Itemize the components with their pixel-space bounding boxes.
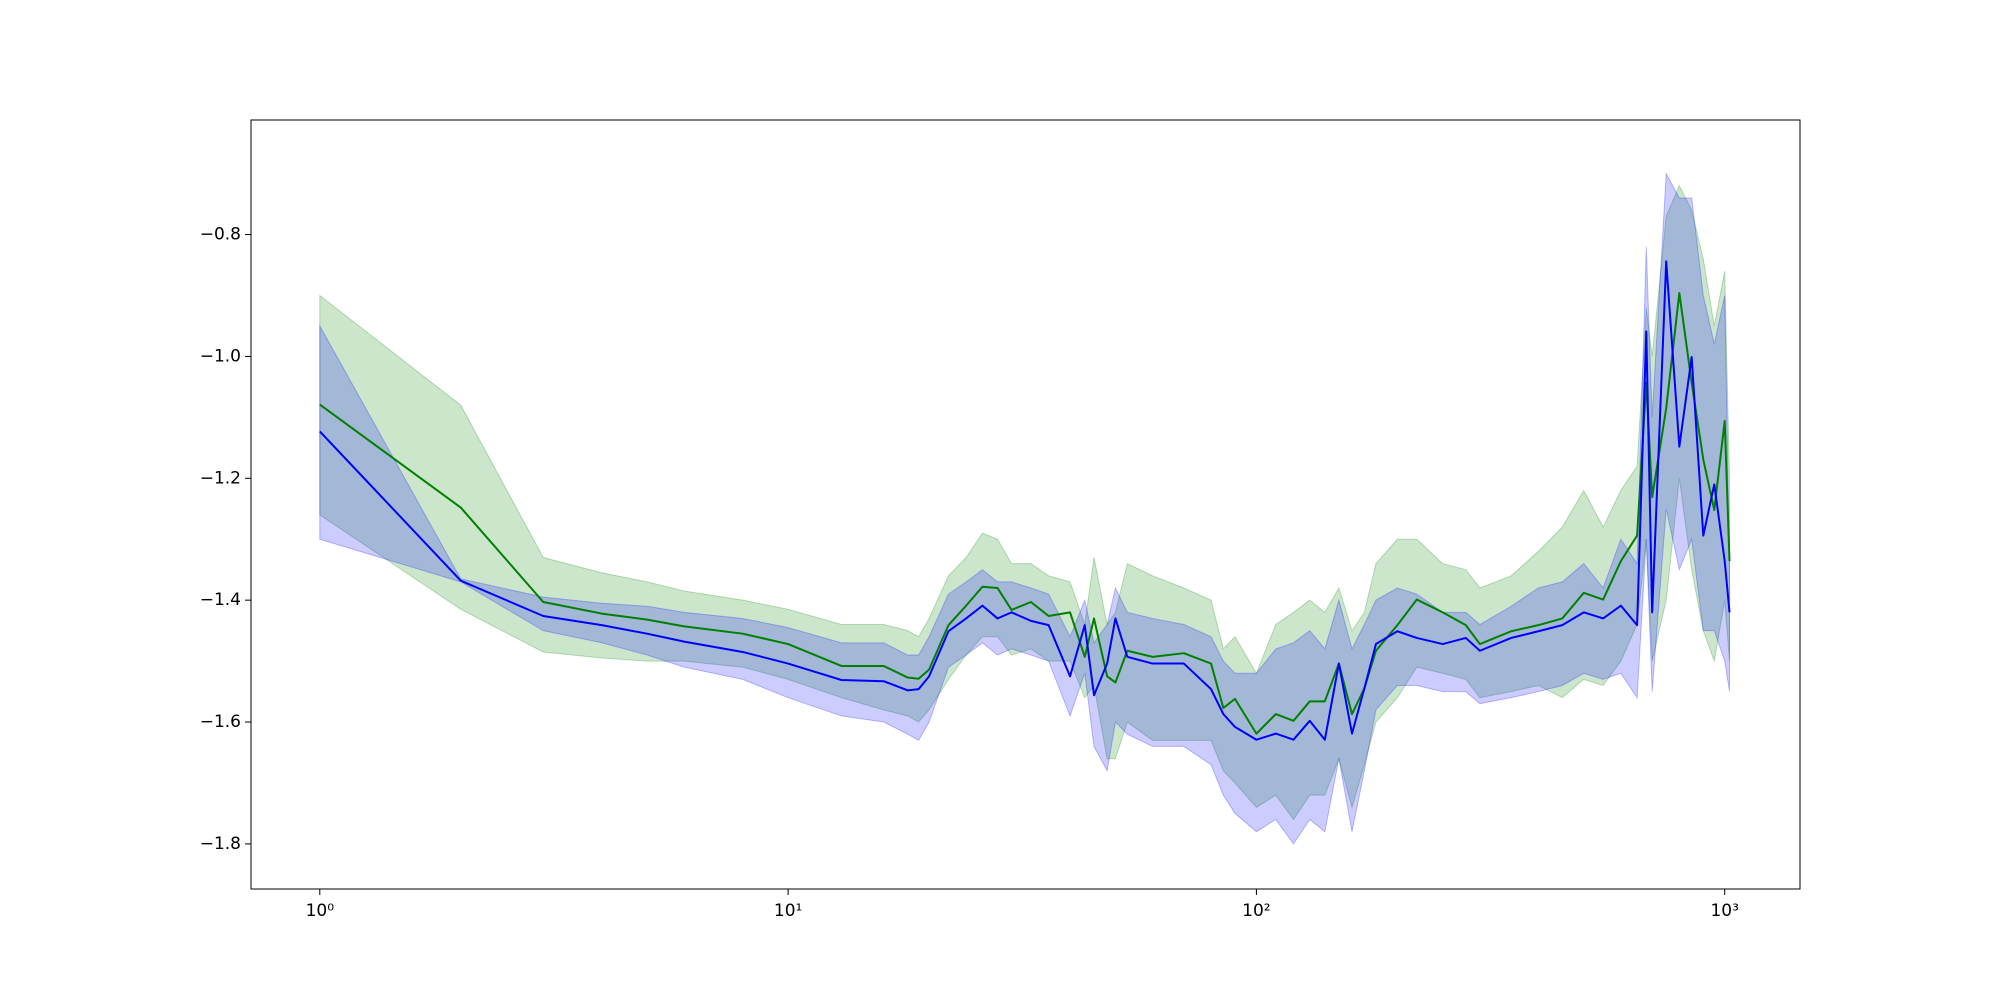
- x-tick-label: 10⁰: [306, 901, 335, 921]
- plot-frame: [250, 119, 1801, 890]
- y-tick-label: −1.6: [200, 712, 241, 732]
- x-tick-label: 10²: [1242, 901, 1270, 921]
- y-tick-label: −1.8: [200, 834, 241, 854]
- band: [319, 184, 1731, 821]
- y-tick-label: −0.8: [200, 225, 241, 245]
- line: [319, 260, 1731, 741]
- y-tick-label: −1.2: [200, 468, 241, 488]
- y-tick-label: −1.0: [200, 346, 241, 366]
- line: [319, 292, 1731, 735]
- x-tick-label: 10³: [1710, 901, 1738, 921]
- x-tick-label: 10¹: [774, 901, 802, 921]
- y-tick-label: −1.4: [200, 590, 241, 610]
